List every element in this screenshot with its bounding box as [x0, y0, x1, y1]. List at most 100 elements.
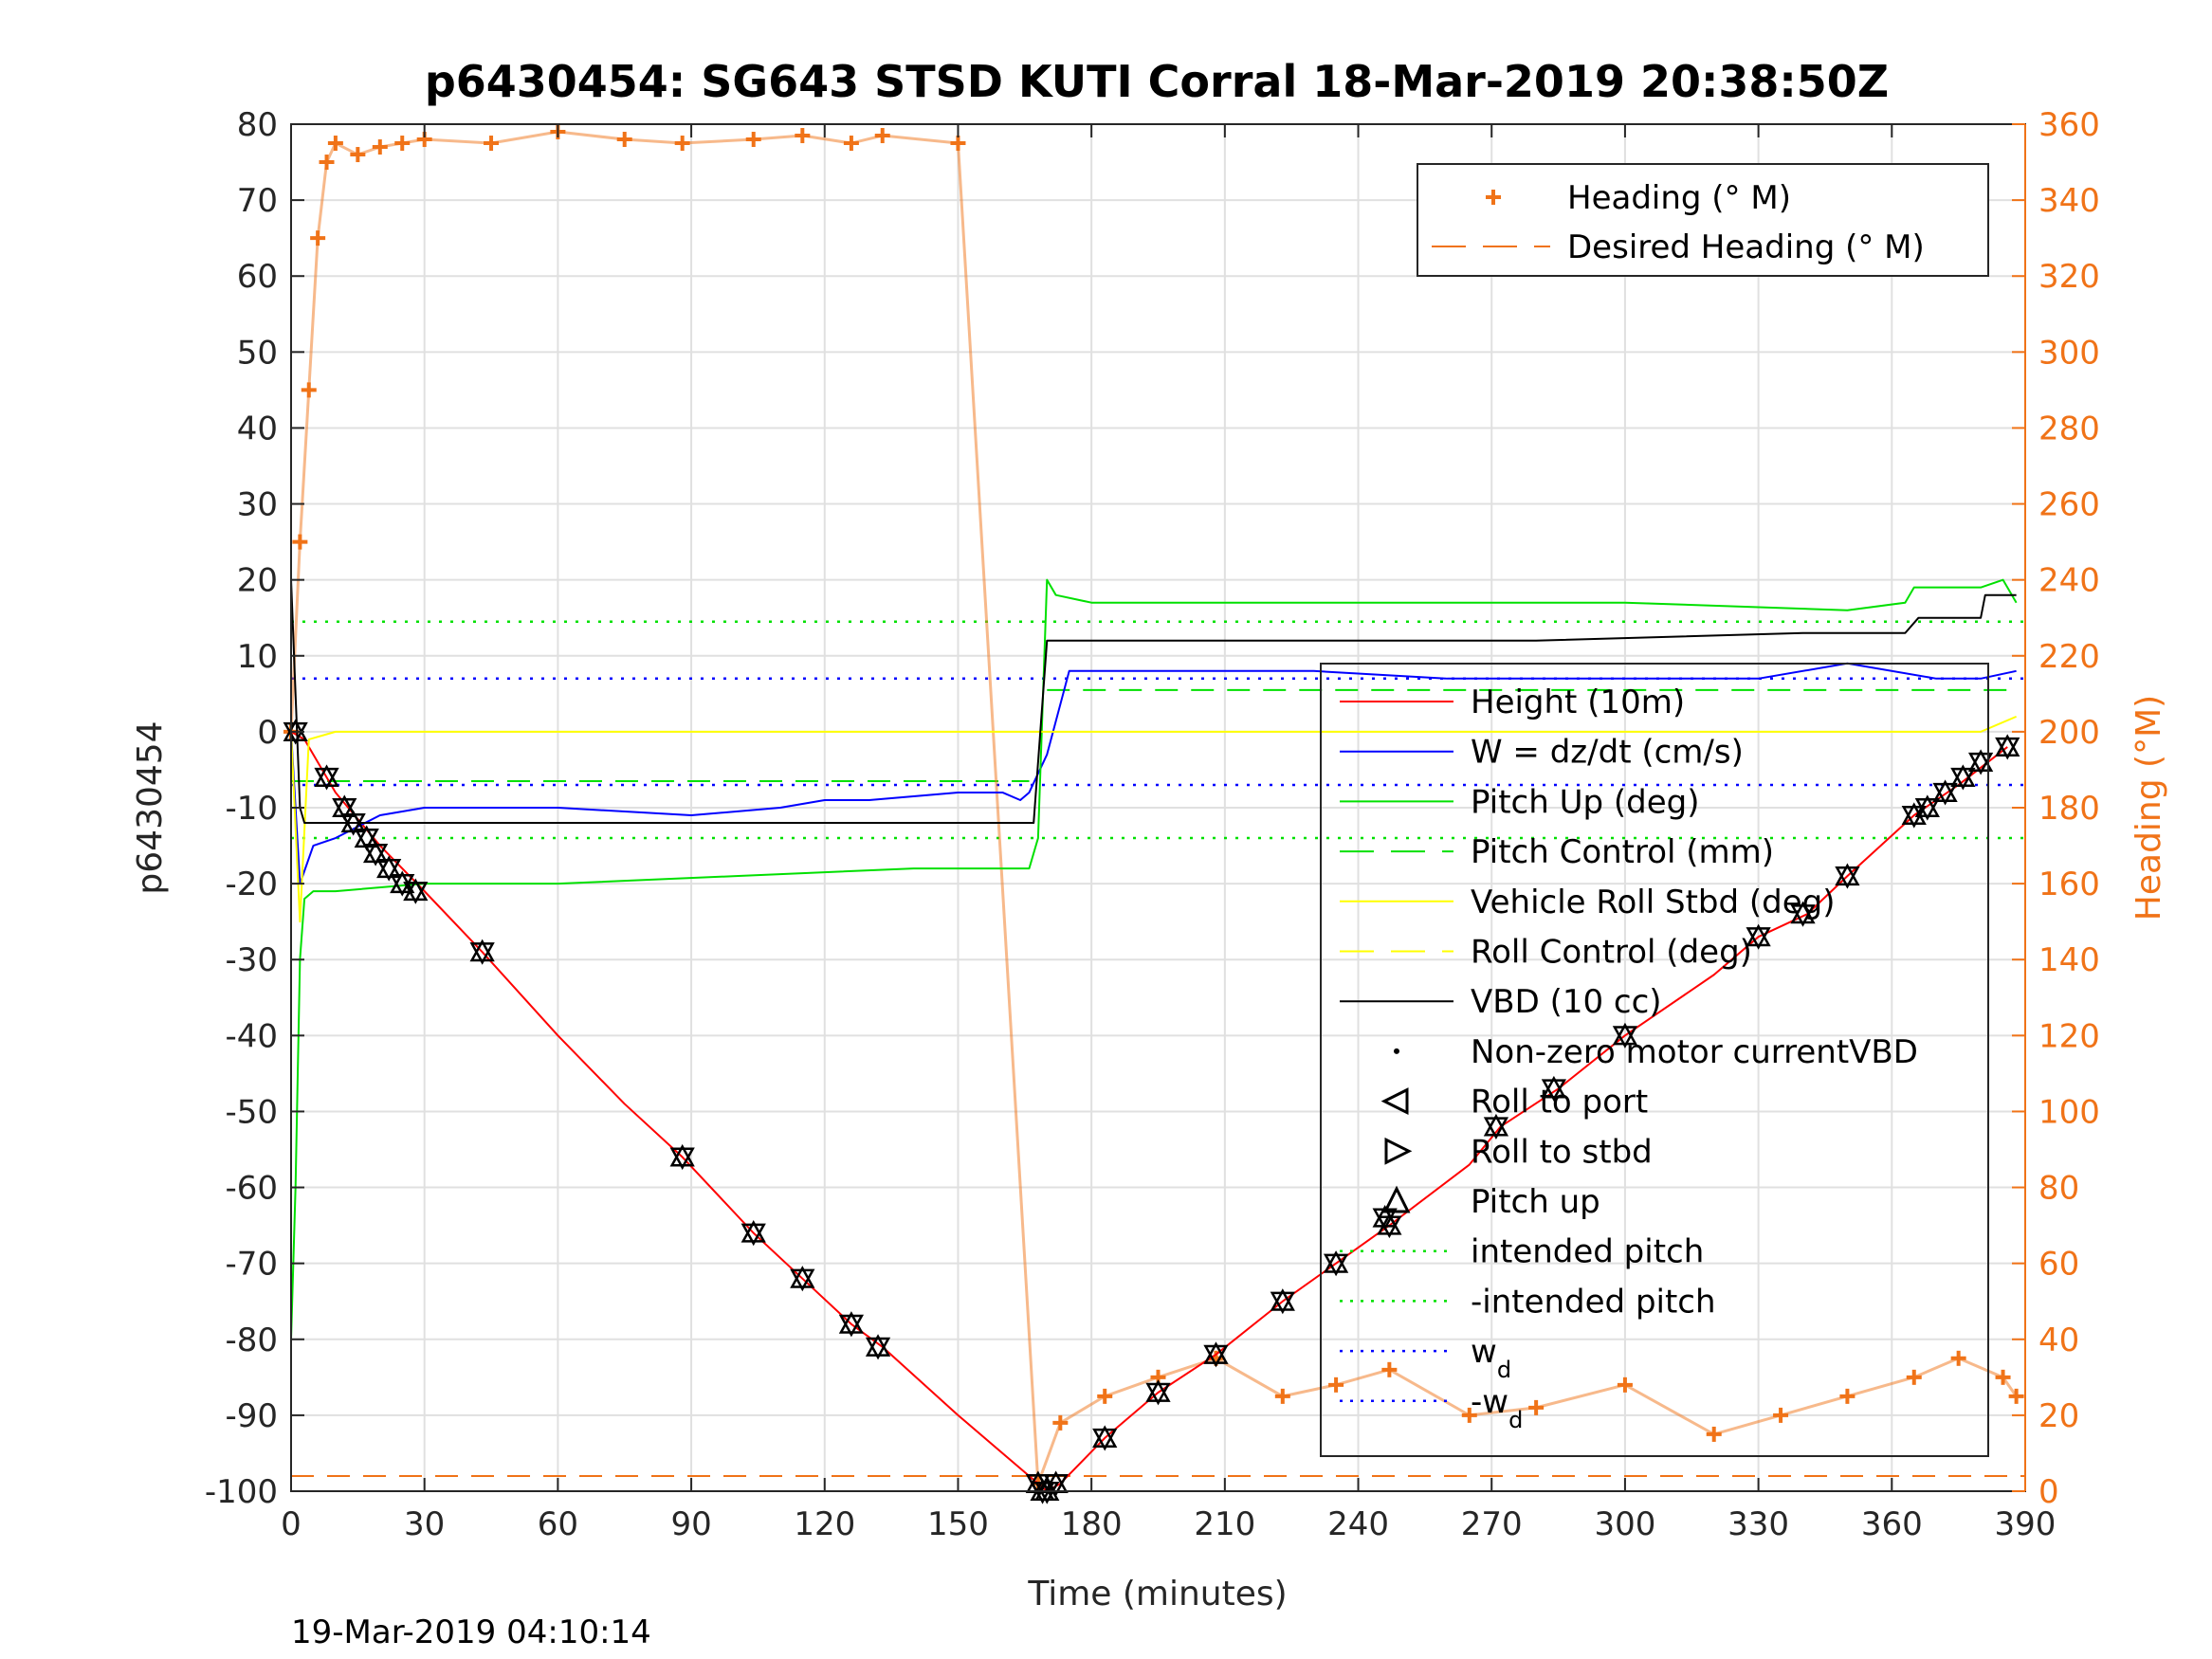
- legend-main-label: Roll to stbd: [1471, 1133, 1653, 1171]
- roll-pitch-marker: [403, 878, 429, 904]
- main-legend-box: [1320, 663, 1989, 1457]
- legend-main-label-text: -intended pitch: [1471, 1283, 1716, 1321]
- heading-point: [795, 128, 811, 144]
- legend-main-label-text: -w: [1471, 1383, 1508, 1421]
- legend-main-label-text: w: [1471, 1333, 1497, 1371]
- roll-pitch-marker: [340, 810, 366, 836]
- right-y-tick-label: 340: [2038, 182, 2100, 220]
- right-y-tick-label: 20: [2038, 1397, 2079, 1435]
- roll-pitch-marker: [838, 1311, 865, 1338]
- roll-pitch-marker: [314, 764, 339, 791]
- left-y-tick-label: 30: [237, 486, 278, 524]
- right-y-tick-label: 140: [2038, 941, 2100, 979]
- left-y-tick-label: 60: [237, 258, 278, 296]
- left-y-tick-label: 70: [237, 182, 278, 220]
- right-y-tick-label: 280: [2038, 410, 2100, 447]
- heading-point: [1706, 1426, 1722, 1442]
- legend-top-label: Heading (° M): [1567, 179, 1791, 217]
- heading-point: [1839, 1388, 1856, 1404]
- heading-point: [616, 132, 632, 148]
- roll-pitch-marker: [1203, 1341, 1229, 1368]
- heading-legend: Heading (° M) Desired Heading (° M): [1417, 163, 1989, 277]
- right-y-tick-label: 80: [2038, 1170, 2079, 1208]
- legend-main-label: Roll Control (deg): [1471, 934, 1752, 972]
- legend-symbol-triangle-up: [1382, 1185, 1411, 1213]
- heading-point: [1773, 1407, 1789, 1423]
- legend-main-label: intended pitch: [1471, 1233, 1704, 1271]
- roll-pitch-marker: [865, 1334, 891, 1360]
- right-y-tick-label: 260: [2038, 486, 2100, 524]
- roll-pitch-marker: [790, 1266, 815, 1292]
- x-tick-label: 210: [1194, 1505, 1255, 1543]
- right-y-tick-label: 60: [2038, 1246, 2079, 1284]
- roll-pitch-marker: [1270, 1288, 1295, 1315]
- right-y-tick-label: 120: [2038, 1017, 2100, 1055]
- legend-main-label-text: Height (10m): [1471, 684, 1685, 721]
- right-y-tick-label: 300: [2038, 334, 2100, 372]
- timestamp-label: 19-Mar-2019 04:10:14: [291, 1613, 651, 1651]
- x-tick-label: 330: [1728, 1505, 1789, 1543]
- legend-main-label: Pitch Control (mm): [1471, 833, 1774, 871]
- heading-point: [319, 155, 335, 171]
- left-y-tick-label: -100: [205, 1473, 278, 1511]
- heading-point: [950, 136, 966, 152]
- heading-point: [2008, 1388, 2024, 1404]
- legend-main-label: Vehicle Roll Stbd (deg): [1471, 884, 1836, 921]
- roll-pitch-marker: [1377, 1212, 1402, 1239]
- x-tick-label: 390: [1995, 1505, 2057, 1543]
- legend-main-label: Height (10m): [1471, 684, 1685, 721]
- roll-pitch-marker: [1932, 779, 1958, 806]
- legend-main-label-subscript: d: [1497, 1357, 1511, 1383]
- heading-point: [1461, 1407, 1477, 1423]
- legend-main-label-text: Pitch Control (mm): [1471, 833, 1774, 871]
- series-line-w-dz-dt-cm-s: [290, 662, 2017, 885]
- roll-pitch-marker: [1612, 1022, 1638, 1048]
- heading-point: [745, 132, 761, 148]
- legend-symbol-triangle-right: [1384, 1137, 1413, 1165]
- series-line-vbd-10-cc: [290, 579, 2017, 825]
- series-line-height-10m: [290, 731, 2008, 1492]
- left-y-tick-label: -50: [225, 1093, 278, 1131]
- left-y-axis-ticks: 80 70 60 50 40 30 20 10 0 -10 -20 -30 -40 -50 -60 -70 -8…: [205, 106, 304, 1511]
- heading-point: [327, 136, 343, 152]
- heading-point: [350, 147, 366, 163]
- x-tick-label: 300: [1594, 1505, 1655, 1543]
- left-y-tick-label: 10: [237, 638, 278, 676]
- legend-symbol-triangle-left: [1380, 1087, 1409, 1116]
- legend-main-label-text: Pitch up: [1471, 1183, 1600, 1221]
- heading-point: [292, 534, 308, 550]
- roll-pitch-marker: [376, 855, 402, 882]
- legend-main-label: Roll to port: [1471, 1084, 1648, 1121]
- left-y-tick-label: 50: [237, 334, 278, 372]
- heading-legend-box: [1417, 163, 1989, 277]
- legend-main-label: wd: [1471, 1333, 1511, 1383]
- heading-point: [1995, 1369, 2011, 1385]
- heading-point: [1528, 1399, 1545, 1415]
- roll-pitch-marker: [1483, 1113, 1509, 1140]
- right-y-axis-ticks: 3603403203002802602402202001801601401201…: [2012, 106, 2100, 1511]
- x-tick-label: 90: [670, 1505, 711, 1543]
- heading-point: [1381, 1361, 1398, 1377]
- heading-point: [1950, 1350, 1966, 1366]
- legend-main-label-text: Roll to stbd: [1471, 1133, 1653, 1171]
- legend-main-label: -intended pitch: [1471, 1283, 1716, 1321]
- right-y-tick-label: 360: [2038, 106, 2100, 144]
- legend-main-label: Pitch up: [1471, 1183, 1600, 1221]
- left-y-tick-label: 80: [237, 106, 278, 144]
- roll-pitch-marker: [469, 939, 495, 965]
- right-y-tick-label: 320: [2038, 258, 2100, 296]
- x-tick-label: 60: [538, 1505, 578, 1543]
- x-tick-label: 30: [404, 1505, 445, 1543]
- legend-main-label-text: Pitch Up (deg): [1471, 783, 1699, 821]
- heading-point: [310, 230, 326, 246]
- roll-pitch-marker: [1092, 1425, 1118, 1451]
- left-y-tick-label: -90: [225, 1397, 278, 1435]
- legend-top-label: Desired Heading (° M): [1567, 228, 1925, 266]
- roll-pitch-marker: [1914, 794, 1940, 821]
- roll-pitch-marker: [669, 1143, 695, 1171]
- x-tick-label: 150: [927, 1505, 989, 1543]
- heading-point: [1906, 1369, 1922, 1385]
- roll-pitch-marker: [1995, 734, 2020, 760]
- heading-point: [484, 136, 500, 152]
- legend-main-label-text: W = dz/dt (cm/s): [1471, 734, 1744, 772]
